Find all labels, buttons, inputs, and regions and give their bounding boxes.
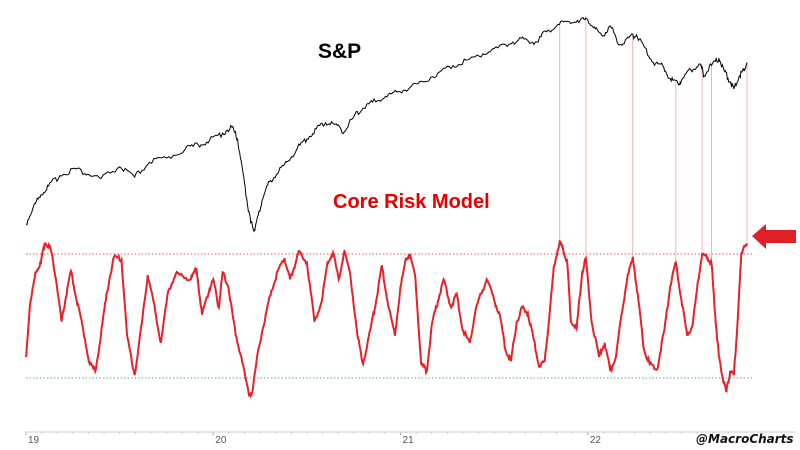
x-tick-label-19: 19 (28, 435, 40, 446)
x-tick-label-22: 22 (590, 435, 602, 446)
sp-line (25, 16, 748, 233)
reference-lines (26, 253, 752, 379)
x-tick-label-20: 20 (215, 435, 227, 446)
signal-lines (559, 20, 748, 263)
x-tick-label-21: 21 (403, 435, 415, 446)
current-signal-arrow-icon (752, 224, 796, 249)
core-risk-model-line (25, 239, 748, 399)
core-risk-model-label: Core Risk Model (333, 191, 490, 213)
sp-label: S&P (318, 40, 361, 63)
x-axis-ticks: 19 20 21 22 (25, 432, 729, 446)
credit-label: @MacroCharts (696, 432, 794, 446)
